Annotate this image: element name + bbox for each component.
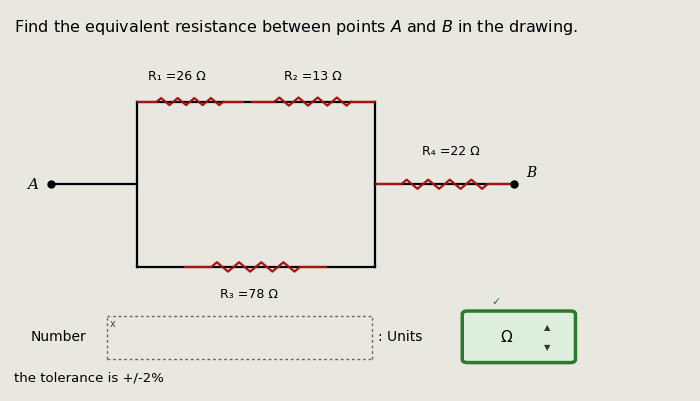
Text: R₃ =78 Ω: R₃ =78 Ω <box>220 287 278 300</box>
FancyBboxPatch shape <box>462 311 575 363</box>
Text: R₂ =13 Ω: R₂ =13 Ω <box>284 70 342 83</box>
Text: R₁ =26 Ω: R₁ =26 Ω <box>148 70 206 83</box>
Text: A: A <box>27 178 38 192</box>
Text: : Units: : Units <box>378 329 423 343</box>
Text: x: x <box>110 318 116 328</box>
Text: the tolerance is +/-2%: the tolerance is +/-2% <box>14 370 164 383</box>
Text: Find the equivalent resistance between points $\it{A}$ and $\it{B}$ in the drawi: Find the equivalent resistance between p… <box>14 18 578 37</box>
Text: ✓: ✓ <box>491 297 501 306</box>
Text: Number: Number <box>31 329 86 343</box>
Text: ▲: ▲ <box>545 323 551 332</box>
Text: B: B <box>526 166 536 180</box>
Text: ▼: ▼ <box>545 342 551 351</box>
Text: R₄ =22 Ω: R₄ =22 Ω <box>422 144 480 157</box>
Text: Ω: Ω <box>500 330 512 344</box>
